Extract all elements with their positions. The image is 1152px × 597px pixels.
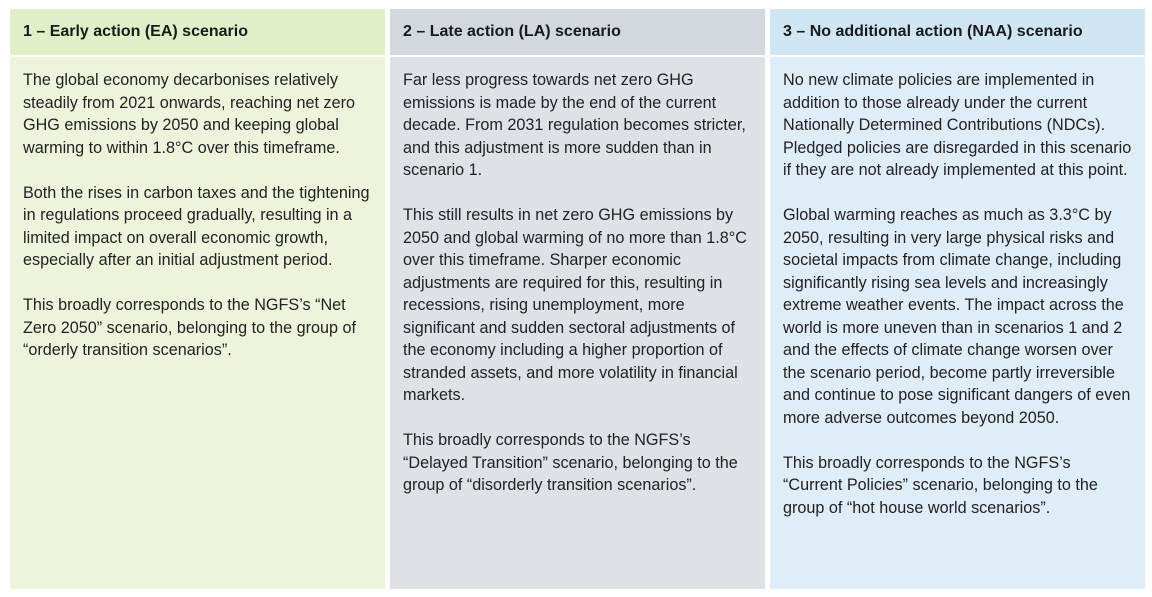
paragraph: This broadly corresponds to the NGFS’s “… [403, 431, 738, 494]
column-header-early-action: 1 – Early action (EA) scenario [10, 9, 385, 57]
paragraph: No new climate policies are implemented … [783, 71, 1132, 179]
paragraph: Both the rises in carbon taxes and the t… [23, 183, 370, 270]
column-title: 3 – No additional action (NAA) scenario [783, 23, 1083, 40]
column-header-no-additional-action: 3 – No additional action (NAA) scenario [770, 9, 1145, 57]
column-title: 2 – Late action (LA) scenario [403, 23, 621, 40]
paragraph: This broadly corresponds to the NGFS’s “… [783, 453, 1098, 517]
paragraph: This still results in net zero GHG emiss… [403, 206, 747, 404]
paragraph: Far less progress towards net zero GHG e… [403, 71, 746, 179]
paragraph: This broadly corresponds to the NGFS’s “… [23, 296, 356, 359]
paragraph: Global warming reaches as much as 3.3°C … [783, 206, 1131, 427]
column-body-no-additional-action: No new climate policies are implemented … [770, 57, 1145, 589]
paragraph: The global economy decarbonises relative… [23, 71, 356, 157]
scenario-table: 1 – Early action (EA) scenario 2 – Late … [10, 9, 1145, 589]
column-header-late-action: 2 – Late action (LA) scenario [390, 9, 765, 57]
column-body-late-action: Far less progress towards net zero GHG e… [390, 57, 765, 589]
column-body-early-action: The global economy decarbonises relative… [10, 57, 385, 589]
column-title: 1 – Early action (EA) scenario [23, 23, 248, 40]
